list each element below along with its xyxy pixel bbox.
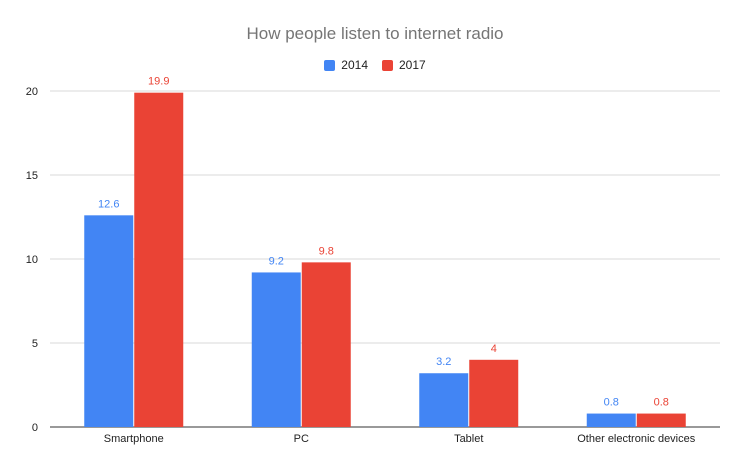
legend-label-2014: 2014 — [341, 58, 368, 72]
data-label: 0.8 — [654, 397, 669, 409]
y-tick-label: 20 — [26, 86, 38, 98]
x-tick-label: Tablet — [454, 433, 483, 445]
y-tick-label: 5 — [32, 338, 38, 350]
legend-item-2017: 2017 — [382, 58, 426, 72]
y-tick-label: 0 — [32, 422, 38, 434]
legend-item-2014: 2014 — [324, 58, 368, 72]
bar — [301, 262, 351, 427]
bar — [419, 373, 469, 427]
y-tick-label: 10 — [26, 254, 38, 266]
bar — [586, 413, 636, 427]
data-label: 9.2 — [269, 255, 284, 267]
bar — [636, 413, 686, 427]
data-label: 9.8 — [319, 245, 334, 257]
x-tick-label: Other electronic devices — [577, 433, 695, 445]
legend-swatch-2014 — [324, 59, 336, 71]
x-tick-label: PC — [294, 433, 309, 445]
legend-label-2017: 2017 — [399, 58, 426, 72]
data-label: 4 — [491, 343, 497, 355]
bar — [469, 359, 519, 427]
legend: 2014 2017 — [0, 58, 750, 72]
legend-swatch-2017 — [382, 59, 393, 71]
data-label: 3.2 — [436, 356, 451, 368]
x-tick-label: Smartphone — [104, 433, 164, 445]
data-label: 12.6 — [98, 198, 119, 210]
data-label: 0.8 — [604, 397, 619, 409]
data-label: 19.9 — [148, 76, 169, 88]
bar — [251, 272, 301, 427]
bar — [134, 92, 184, 428]
bar — [84, 215, 134, 427]
y-tick-label: 15 — [26, 170, 38, 182]
chart-title: How people listen to internet radio — [246, 24, 504, 43]
